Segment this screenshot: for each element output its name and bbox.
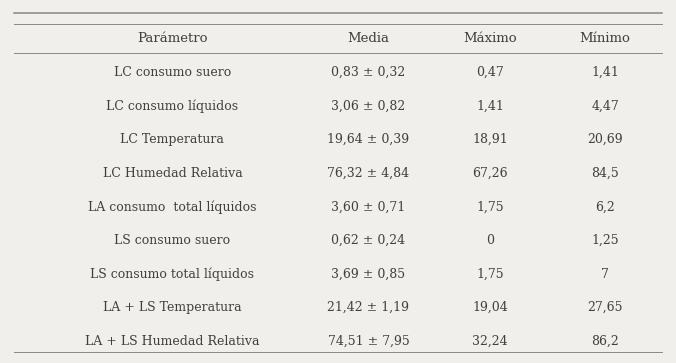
Text: LC Temperatura: LC Temperatura — [120, 133, 224, 146]
Text: 20,69: 20,69 — [587, 133, 623, 146]
Text: LA consumo  total líquidos: LA consumo total líquidos — [88, 200, 257, 214]
Text: 1,75: 1,75 — [477, 200, 504, 213]
Text: 1,41: 1,41 — [591, 66, 619, 79]
Text: 3,60 ± 0,71: 3,60 ± 0,71 — [331, 200, 406, 213]
Text: 86,2: 86,2 — [591, 335, 619, 348]
Text: 0,83 ± 0,32: 0,83 ± 0,32 — [331, 66, 406, 79]
Text: 74,51 ± 7,95: 74,51 ± 7,95 — [328, 335, 409, 348]
Text: 84,5: 84,5 — [591, 167, 619, 180]
Text: LS consumo total líquidos: LS consumo total líquidos — [91, 267, 254, 281]
Text: 21,42 ± 1,19: 21,42 ± 1,19 — [327, 301, 410, 314]
Text: 19,04: 19,04 — [473, 301, 508, 314]
Text: 32,24: 32,24 — [473, 335, 508, 348]
Text: LA + LS Humedad Relativa: LA + LS Humedad Relativa — [85, 335, 260, 348]
Text: 3,69 ± 0,85: 3,69 ± 0,85 — [331, 268, 406, 281]
Text: 0: 0 — [486, 234, 494, 247]
Text: 18,91: 18,91 — [473, 133, 508, 146]
Text: Parámetro: Parámetro — [137, 32, 208, 45]
Text: 0,62 ± 0,24: 0,62 ± 0,24 — [331, 234, 406, 247]
Text: 7: 7 — [601, 268, 609, 281]
Text: Media: Media — [347, 32, 389, 45]
Text: LS consumo suero: LS consumo suero — [114, 234, 231, 247]
Text: 0,47: 0,47 — [476, 66, 504, 79]
Text: Máximo: Máximo — [463, 32, 517, 45]
Text: 1,25: 1,25 — [592, 234, 619, 247]
Text: LC Humedad Relativa: LC Humedad Relativa — [103, 167, 242, 180]
Text: LC consumo suero: LC consumo suero — [114, 66, 231, 79]
Text: LA + LS Temperatura: LA + LS Temperatura — [103, 301, 242, 314]
Text: 1,75: 1,75 — [477, 268, 504, 281]
Text: 4,47: 4,47 — [591, 100, 619, 113]
Text: LC consumo líquidos: LC consumo líquidos — [106, 99, 239, 113]
Text: 6,2: 6,2 — [595, 200, 615, 213]
Text: 27,65: 27,65 — [587, 301, 623, 314]
Text: 1,41: 1,41 — [476, 100, 504, 113]
Text: 76,32 ± 4,84: 76,32 ± 4,84 — [327, 167, 410, 180]
Text: 19,64 ± 0,39: 19,64 ± 0,39 — [327, 133, 410, 146]
Text: Mínimo: Mínimo — [579, 32, 631, 45]
Text: 3,06 ± 0,82: 3,06 ± 0,82 — [331, 100, 406, 113]
Text: 67,26: 67,26 — [473, 167, 508, 180]
